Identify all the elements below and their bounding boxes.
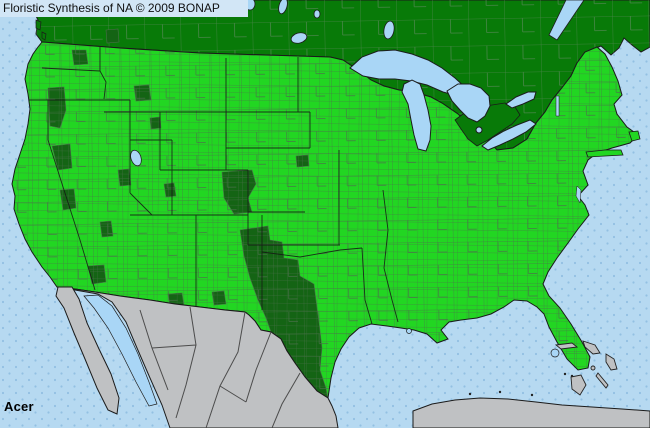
mexico-mainland <box>56 286 339 428</box>
pacific-coast-islands <box>35 19 47 41</box>
lake-pontchartrain <box>406 328 412 334</box>
lake-okeechobee <box>550 348 560 358</box>
map-region-cuba <box>412 390 650 428</box>
gulf-of-california <box>83 294 158 407</box>
lake-huron <box>446 83 491 123</box>
baja-california <box>55 286 120 415</box>
chesapeake-bay <box>575 185 582 204</box>
small-us-lakes <box>130 95 582 358</box>
atlantic-coast-slivers <box>585 130 641 158</box>
map-title-bar: Floristic Synthesis of NA © 2009 BONAP <box>0 0 248 17</box>
map-region-bahamas <box>554 340 618 396</box>
canada-lakes <box>244 0 395 44</box>
taxon-name-label: Acer <box>4 399 34 414</box>
lake-erie <box>481 119 537 151</box>
long-island <box>585 149 624 158</box>
lake-st-clair <box>475 126 483 134</box>
state-borders <box>18 47 399 325</box>
lake-champlain <box>555 95 560 117</box>
great-salt-lake <box>130 149 142 167</box>
lake-ontario <box>505 91 537 109</box>
lake-michigan <box>401 79 432 152</box>
st-lawrence-estuary <box>548 0 585 41</box>
map-title-text: Floristic Synthesis of NA © 2009 BONAP <box>3 1 220 15</box>
great-lakes <box>349 49 537 152</box>
mexico-state-borders <box>139 306 301 428</box>
map-region-mexico <box>55 286 339 428</box>
cape-cod <box>628 130 641 142</box>
